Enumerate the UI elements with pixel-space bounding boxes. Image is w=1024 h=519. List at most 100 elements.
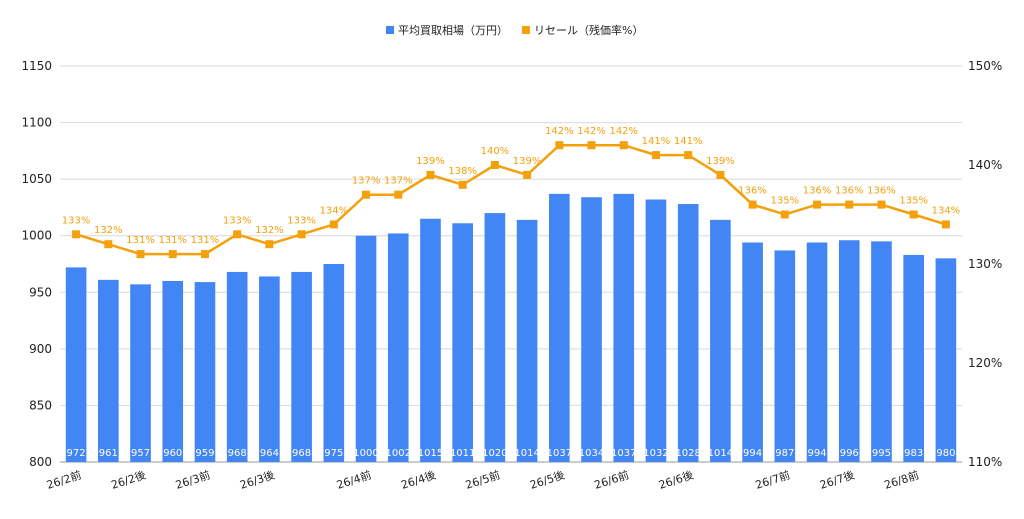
x-tick-label: 26/2後: [109, 468, 147, 492]
line-value-label: 135%: [771, 196, 800, 207]
legend-label-bars: 平均買取相場（万円）: [398, 24, 508, 37]
line-value-label: 137%: [384, 176, 413, 187]
line-value-label: 139%: [416, 156, 445, 167]
bar: [613, 193, 635, 462]
line-value-label: 140%: [481, 146, 510, 157]
line-value-label: 137%: [352, 176, 381, 187]
bar-value-label: 959: [195, 448, 214, 459]
line-value-label: 139%: [706, 156, 735, 167]
x-tick-label: 26/2前: [45, 468, 83, 492]
bar-value-label: 994: [743, 448, 762, 459]
line-value-label: 141%: [642, 136, 671, 147]
bar-value-label: 1000: [353, 448, 378, 459]
line-point: [587, 141, 596, 150]
bar-value-label: 1002: [386, 448, 411, 459]
bar: [645, 199, 667, 462]
y-left-tick-label: 800: [29, 455, 52, 469]
bar-value-label: 968: [292, 448, 311, 459]
line-value-label: 142%: [577, 126, 606, 137]
x-tick-label: 26/3後: [238, 468, 276, 492]
line-value-label: 141%: [674, 136, 703, 147]
line-point: [490, 161, 499, 169]
line-point: [200, 250, 209, 259]
line-point: [233, 230, 242, 239]
line-value-label: 135%: [899, 196, 928, 207]
line-point: [845, 200, 854, 209]
bar: [903, 254, 924, 462]
y-right-tick-label: 130%: [968, 257, 1002, 271]
line-point: [104, 240, 113, 249]
bar: [581, 197, 602, 462]
bar: [420, 218, 441, 462]
line-point: [426, 170, 435, 179]
line-point: [523, 170, 532, 179]
y-left-tick-label: 950: [29, 285, 52, 299]
bar-value-label: 1015: [418, 448, 443, 459]
bar-value-label: 1034: [579, 448, 604, 459]
line-point: [458, 180, 467, 189]
bar: [452, 223, 473, 462]
bar: [806, 242, 828, 462]
line-point: [362, 190, 371, 199]
x-tick-label: 26/5前: [464, 468, 502, 492]
y-left-tick-label: 1050: [21, 172, 52, 186]
bar: [871, 241, 892, 462]
bar: [710, 219, 731, 462]
bar: [935, 258, 957, 462]
resale-rate-line: [75, 143, 947, 256]
bar: [226, 271, 248, 462]
bar: [259, 276, 280, 462]
bar-value-label: 1037: [611, 448, 636, 459]
line-point: [329, 220, 338, 229]
bar-value-label: 957: [131, 448, 150, 459]
bar-value-label: 1011: [450, 448, 475, 459]
bar-value-label: 996: [840, 448, 859, 459]
line-point: [136, 250, 145, 259]
bar: [549, 193, 570, 462]
y-left-tick-label: 1150: [21, 59, 52, 73]
line-point: [909, 210, 918, 219]
bar-value-label: 975: [324, 448, 343, 459]
bar: [838, 240, 860, 462]
bar: [774, 250, 796, 462]
bar-value-label: 961: [99, 448, 118, 459]
bar: [291, 271, 312, 462]
bar: [484, 213, 506, 462]
bar: [677, 204, 699, 462]
bar-value-label: 980: [936, 448, 955, 459]
y-right-tick-label: 140%: [968, 158, 1002, 172]
line-point: [72, 230, 81, 239]
x-tick-label: 26/4前: [335, 468, 373, 492]
y-left-tick-label: 1000: [21, 229, 52, 243]
line-value-label: 131%: [158, 235, 187, 246]
x-tick-label: 26/3前: [174, 468, 212, 492]
line-point: [877, 200, 886, 209]
y-right-tick-label: 150%: [968, 59, 1002, 73]
bar: [98, 279, 119, 462]
line-value-label: 136%: [867, 186, 896, 197]
y-left-tick-label: 900: [29, 342, 52, 356]
bar: [194, 282, 216, 462]
bar-value-label: 995: [872, 448, 891, 459]
line-value-label: 142%: [609, 126, 638, 137]
bar-value-label: 1032: [643, 448, 668, 459]
line-value-label: 136%: [738, 186, 767, 197]
x-tick-label: 26/8前: [882, 468, 920, 492]
bar: [162, 280, 184, 462]
line-point: [813, 200, 822, 209]
line-value-label: 136%: [835, 186, 864, 197]
x-tick-label: 26/6後: [657, 468, 695, 492]
x-tick-label: 26/7後: [818, 468, 856, 492]
bar-value-label: 1037: [547, 448, 572, 459]
line-point: [168, 250, 177, 259]
line-value-label: 132%: [255, 225, 284, 236]
y-right-tick-label: 110%: [968, 455, 1002, 469]
bar: [387, 233, 409, 462]
line-value-label: 133%: [223, 215, 252, 226]
x-tick-label: 26/4後: [399, 468, 437, 492]
line-value-label: 133%: [287, 215, 316, 226]
bar-value-label: 968: [228, 448, 247, 459]
line-value-label: 139%: [513, 156, 542, 167]
line-point: [748, 200, 757, 209]
